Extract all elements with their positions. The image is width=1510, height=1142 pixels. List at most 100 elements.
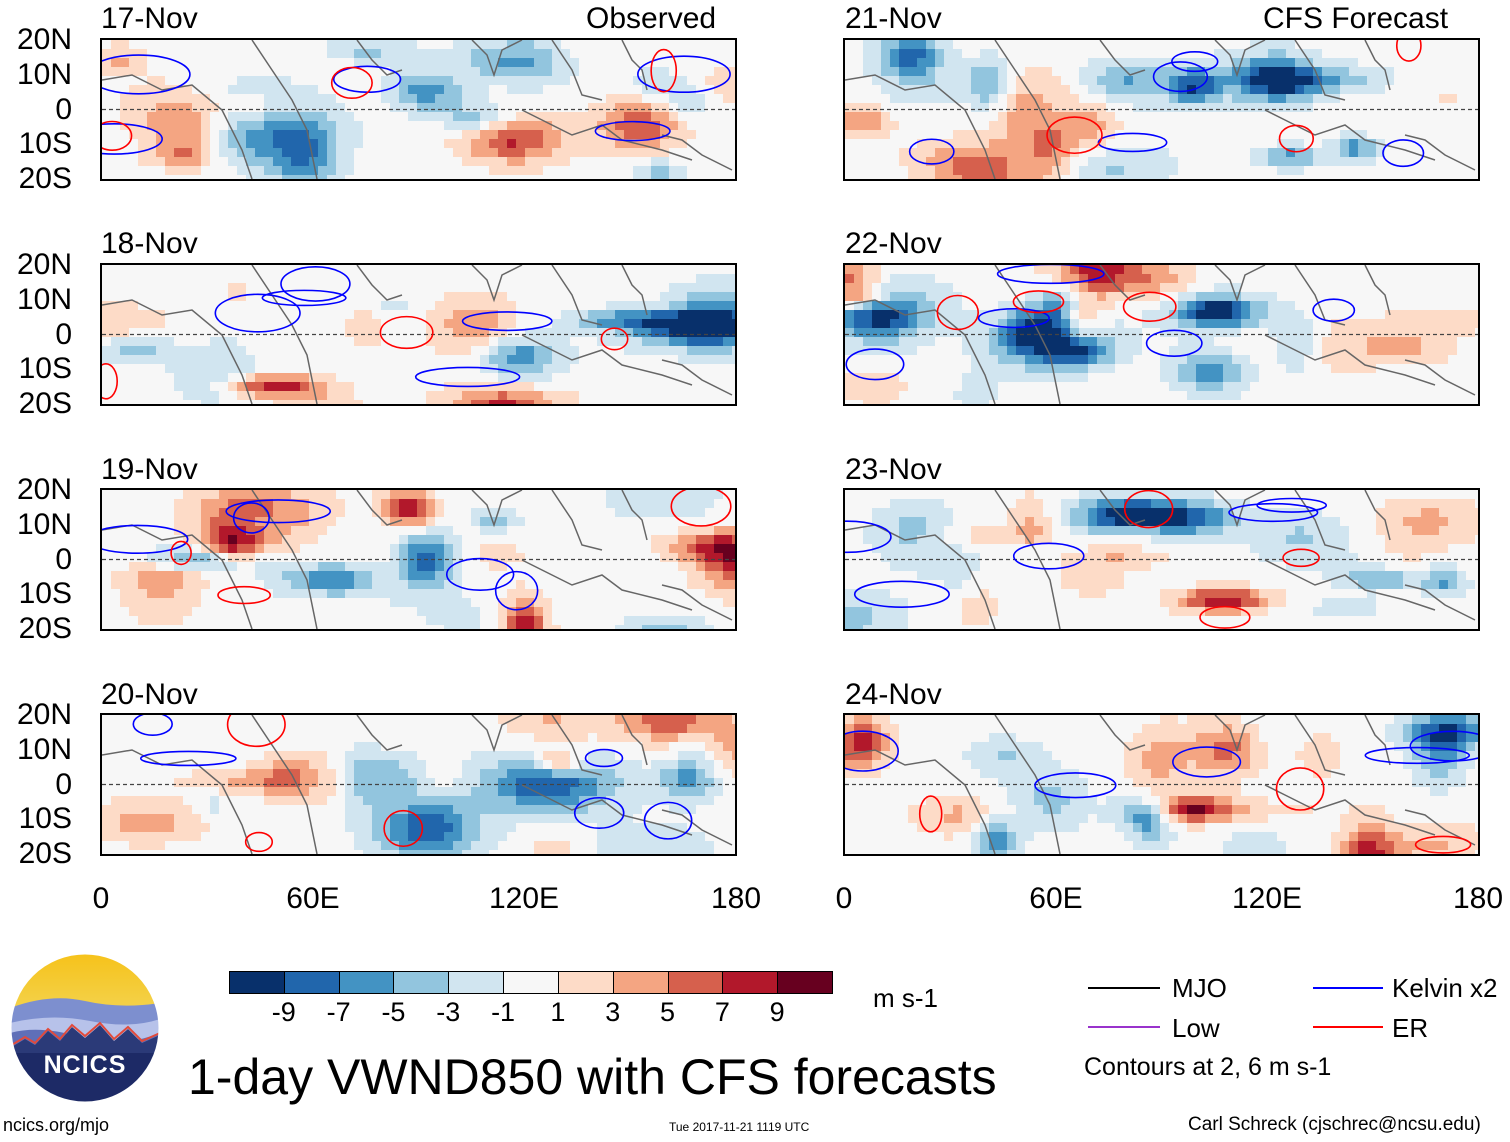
- field-cell: [426, 715, 436, 725]
- field-cell: [156, 58, 166, 68]
- field-cell: [381, 526, 391, 536]
- field-cell: [615, 355, 625, 365]
- field-cell: [435, 796, 445, 806]
- field-cell: [111, 625, 121, 629]
- field-cell: [219, 553, 229, 563]
- field-cell: [516, 571, 526, 581]
- field-cell: [714, 49, 724, 59]
- field-cell: [363, 373, 373, 383]
- field-cell: [345, 58, 355, 68]
- field-cell: [714, 814, 724, 824]
- field-cell: [201, 67, 211, 77]
- field-cell: [624, 283, 634, 293]
- field-cell: [120, 598, 130, 608]
- field-cell: [156, 814, 166, 824]
- field-cell: [570, 166, 580, 176]
- field-cell: [552, 175, 562, 179]
- field-cell: [273, 40, 283, 50]
- field-cell: [129, 292, 139, 302]
- field-cell: [471, 841, 481, 851]
- field-cell: [696, 508, 706, 518]
- field-cell: [192, 301, 202, 311]
- field-cell: [381, 841, 391, 851]
- field-cell: [318, 94, 328, 104]
- field-cell: [147, 364, 157, 374]
- field-cell: [1241, 67, 1251, 77]
- field-cell: [228, 508, 238, 518]
- field-cell: [318, 391, 328, 401]
- field-cell: [381, 544, 391, 554]
- field-cell: [192, 382, 202, 392]
- field-cell: [363, 103, 373, 113]
- field-cell: [435, 58, 445, 68]
- field-cell: [192, 67, 202, 77]
- field-cell: [633, 499, 643, 509]
- field-cell: [264, 787, 274, 797]
- field-cell: [201, 85, 211, 95]
- field-cell: [1277, 58, 1287, 68]
- field-cell: [534, 319, 544, 329]
- field-cell: [219, 76, 229, 86]
- field-cell: [300, 130, 310, 140]
- field-cell: [237, 121, 247, 131]
- field-cell: [102, 751, 112, 761]
- field-cell: [156, 832, 166, 842]
- field-cell: [336, 517, 346, 527]
- field-cell: [138, 823, 148, 833]
- field-cell: [1097, 67, 1107, 77]
- field-cell: [246, 535, 256, 545]
- field-cell: [444, 526, 454, 536]
- field-cell: [264, 58, 274, 68]
- field-cell: [669, 400, 679, 404]
- field-cell: [660, 526, 670, 536]
- field-cell: [273, 76, 283, 86]
- field-cell: [192, 850, 202, 854]
- field-cell: [444, 544, 454, 554]
- field-cell: [192, 103, 202, 113]
- field-cell: [300, 787, 310, 797]
- field-cell: [264, 562, 274, 572]
- field-cell: [201, 517, 211, 527]
- field-cell: [336, 292, 346, 302]
- field-cell: [516, 751, 526, 761]
- field-cell: [102, 517, 112, 527]
- field-cell: [372, 319, 382, 329]
- field-cell: [489, 508, 499, 518]
- field-cell: [282, 373, 292, 383]
- field-cell: [381, 535, 391, 545]
- field-cell: [417, 841, 427, 851]
- field-cell: [489, 49, 499, 59]
- field-cell: [228, 517, 238, 527]
- field-cell: [714, 112, 724, 122]
- field-cell: [345, 373, 355, 383]
- field-cell: [624, 814, 634, 824]
- field-cell: [453, 490, 463, 500]
- field-cell: [687, 490, 697, 500]
- field-cell: [417, 715, 427, 725]
- field-cell: [156, 589, 166, 599]
- field-cell: [705, 364, 715, 374]
- field-cell: [1079, 58, 1089, 68]
- field-cell: [516, 832, 526, 842]
- field-cell: [120, 814, 130, 824]
- field-cell: [102, 301, 112, 311]
- coastline: [251, 265, 318, 404]
- field-cell: [192, 94, 202, 104]
- field-cell: [597, 499, 607, 509]
- field-cell: [237, 274, 247, 284]
- field-cell: [732, 499, 735, 509]
- field-cell: [525, 553, 535, 563]
- field-cell: [390, 301, 400, 311]
- field-cell: [228, 67, 238, 77]
- field-cell: [498, 724, 508, 734]
- field-cell: [219, 265, 229, 275]
- field-cell: [291, 751, 301, 761]
- field-cell: [246, 94, 256, 104]
- field-cell: [363, 751, 373, 761]
- field-cell: [579, 292, 589, 302]
- field-cell: [435, 328, 445, 338]
- field-cell: [534, 589, 544, 599]
- field-cell: [120, 94, 130, 104]
- field-cell: [1286, 76, 1296, 86]
- field-cell: [147, 526, 157, 536]
